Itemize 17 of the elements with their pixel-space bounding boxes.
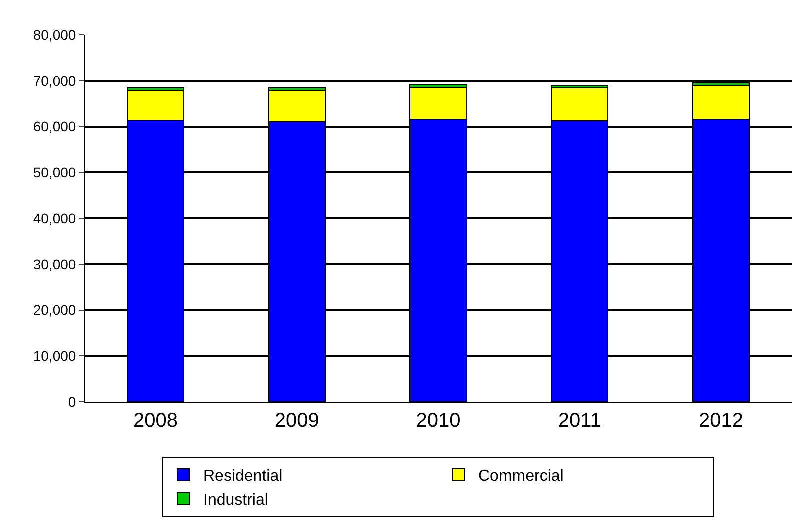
x-tick-label: 2009 (274, 410, 320, 432)
legend-label: Commercial (478, 468, 564, 486)
y-tick-label: 20,000 (33, 302, 76, 318)
x-tick-label: 2008 (133, 410, 178, 432)
y-tick-label: 40,000 (33, 210, 76, 226)
y-tick-label: 10,000 (33, 348, 76, 364)
x-tick-label: 2011 (558, 410, 602, 432)
x-tick-label: 2010 (416, 410, 461, 432)
y-tick-label: 30,000 (33, 256, 76, 272)
y-tick-label: 0 (68, 394, 76, 410)
y-tick-label: 80,000 (33, 26, 76, 43)
legend-label: Industrial (204, 492, 268, 509)
legend-label: Residential (204, 468, 283, 486)
y-tick-label: 60,000 (33, 118, 76, 135)
x-tick-label: 2012 (699, 410, 744, 432)
y-tick-label: 50,000 (33, 164, 76, 181)
y-tick-label: 70,000 (33, 72, 76, 89)
